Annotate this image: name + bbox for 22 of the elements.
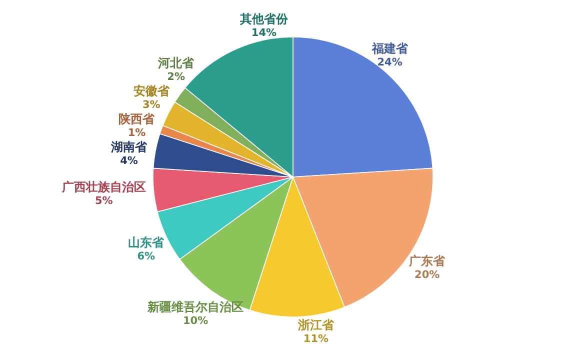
data-label: 1% [128, 127, 146, 140]
slice-label: 广西壮族自治区 [60, 180, 146, 194]
data-label: 5% [94, 194, 114, 207]
data-label: 24% [377, 56, 403, 69]
slice-label: 浙江省 [297, 318, 335, 332]
data-label: 20% [414, 269, 440, 282]
slice-label: 湖南省 [110, 140, 148, 154]
data-label: 6% [137, 250, 156, 263]
slice-label: 其他省份 [239, 12, 289, 26]
data-label: 11% [303, 333, 330, 345]
slice-label: 新疆维吾尔自治区 [146, 300, 244, 314]
data-label: 10% [182, 314, 209, 327]
data-label: 2% [167, 71, 186, 84]
data-label: 14% [251, 26, 278, 39]
data-label: 3% [142, 99, 161, 112]
slice-label: 河北省 [157, 56, 196, 70]
data-label: 4% [120, 155, 138, 168]
slice-label: 陕西省 [118, 112, 156, 126]
slice-label: 福建省 [370, 42, 409, 56]
slice-label: 安徽省 [133, 84, 170, 98]
slice-label: 山东省 [128, 236, 166, 250]
slice-label: 广东省 [408, 254, 446, 268]
